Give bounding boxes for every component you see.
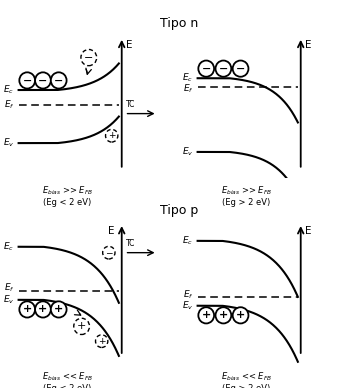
Text: $E_v$: $E_v$	[3, 294, 14, 306]
Text: E: E	[305, 226, 311, 236]
Text: E: E	[108, 226, 115, 236]
Circle shape	[74, 318, 90, 334]
Circle shape	[35, 301, 51, 317]
Text: +: +	[236, 310, 245, 320]
Text: −: −	[236, 64, 245, 74]
Circle shape	[19, 301, 35, 317]
Text: $E_v$: $E_v$	[182, 146, 193, 158]
Text: $E_f$: $E_f$	[183, 82, 193, 95]
Text: $E_v$: $E_v$	[3, 137, 14, 149]
Text: $E_v$: $E_v$	[182, 300, 193, 312]
Circle shape	[103, 246, 115, 259]
Circle shape	[19, 72, 35, 88]
Text: $E_c$: $E_c$	[3, 241, 14, 253]
Text: Tipo p: Tipo p	[160, 204, 198, 217]
Circle shape	[96, 335, 108, 348]
Text: +: +	[77, 321, 86, 331]
Circle shape	[216, 61, 231, 77]
Text: +: +	[54, 305, 63, 314]
Circle shape	[198, 307, 214, 324]
Circle shape	[233, 61, 248, 77]
Text: −: −	[219, 64, 228, 74]
Text: Tipo n: Tipo n	[160, 17, 198, 31]
Circle shape	[81, 49, 97, 66]
Text: −: −	[84, 53, 93, 62]
Text: (Eg > 2 eV): (Eg > 2 eV)	[222, 197, 270, 207]
Text: E: E	[126, 40, 132, 50]
Text: $E_{bias}$ << $E_{FB}$: $E_{bias}$ << $E_{FB}$	[42, 371, 93, 383]
Text: +: +	[202, 310, 211, 320]
Text: E: E	[305, 40, 311, 50]
Circle shape	[233, 307, 248, 324]
Text: +: +	[108, 131, 115, 140]
Text: TC: TC	[126, 239, 135, 248]
Text: −: −	[54, 75, 63, 85]
Text: (Eg < 2 eV): (Eg < 2 eV)	[43, 384, 91, 388]
Text: −: −	[23, 75, 32, 85]
Text: $E_c$: $E_c$	[182, 235, 193, 247]
Text: +: +	[38, 305, 48, 314]
Text: $E_f$: $E_f$	[4, 282, 14, 294]
Circle shape	[216, 307, 231, 324]
Text: $E_f$: $E_f$	[183, 288, 193, 301]
Text: +: +	[219, 310, 228, 320]
Circle shape	[198, 61, 214, 77]
Text: TC: TC	[126, 100, 135, 109]
Text: $E_c$: $E_c$	[182, 72, 193, 85]
Text: +: +	[98, 337, 105, 346]
Circle shape	[51, 301, 67, 317]
Text: $E_f$: $E_f$	[4, 99, 14, 111]
Text: +: +	[23, 305, 32, 314]
Text: −: −	[202, 64, 211, 74]
Text: $E_{bias}$ >> $E_{FB}$: $E_{bias}$ >> $E_{FB}$	[42, 184, 93, 197]
Text: (Eg > 2 eV): (Eg > 2 eV)	[222, 384, 270, 388]
Text: (Eg < 2 eV): (Eg < 2 eV)	[43, 197, 91, 207]
Text: $E_{bias}$ >> $E_{FB}$: $E_{bias}$ >> $E_{FB}$	[221, 184, 272, 197]
Text: $E_c$: $E_c$	[3, 83, 14, 95]
Text: $E_{bias}$ << $E_{FB}$: $E_{bias}$ << $E_{FB}$	[221, 371, 272, 383]
Text: −: −	[38, 75, 48, 85]
Circle shape	[51, 72, 67, 88]
Circle shape	[35, 72, 51, 88]
Circle shape	[106, 129, 118, 142]
Text: −: −	[105, 248, 112, 257]
